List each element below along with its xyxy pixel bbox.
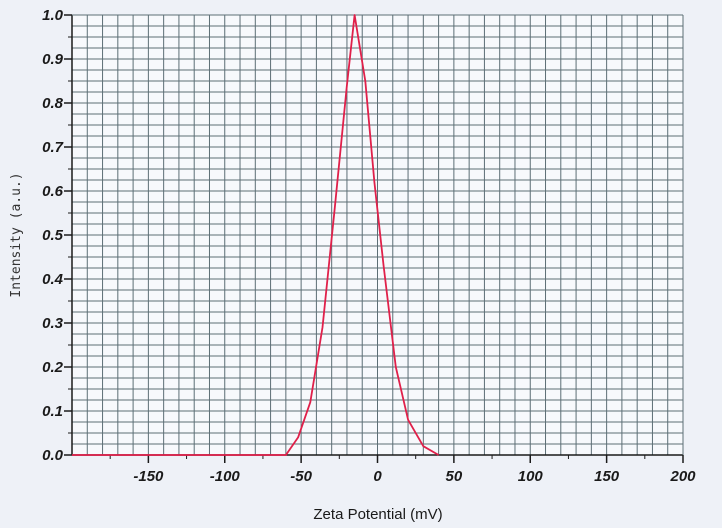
y-tick-label: 0.9 [42,51,64,68]
y-tick-label: 0.7 [42,139,64,156]
x-tick-label: 200 [669,468,696,485]
series-line [72,14,440,456]
x-tick-label: -50 [290,468,312,485]
x-tick-label: 150 [594,468,620,485]
y-tick-label: 0.0 [42,447,64,464]
x-tick-label: -100 [210,468,241,485]
plot-area: 0.0 0.1 0.2 0.3 0.4 0.5 0.6 0.7 0.8 0.9 1.0 -150 -10… [42,7,696,485]
x-tick-label: 0 [373,468,382,485]
x-tick-label: 100 [518,468,544,485]
y-tick-label: 0.8 [42,95,64,112]
y-tick-label: 0.1 [42,403,63,420]
y-tick-label: 0.5 [42,227,64,244]
y-tick-label: 0.6 [42,183,64,200]
x-axis-label: Zeta Potential (mV) [313,506,442,523]
y-tick-label: 0.2 [42,359,64,376]
x-tick-label: 50 [446,468,463,485]
y-tick-label: 0.4 [42,271,64,288]
y-tick-label: 1.0 [42,7,64,24]
y-axis-label: Intensity (a.u.) [9,172,24,297]
x-tick-label: -150 [133,468,164,485]
y-tick-label: 0.3 [42,315,64,332]
